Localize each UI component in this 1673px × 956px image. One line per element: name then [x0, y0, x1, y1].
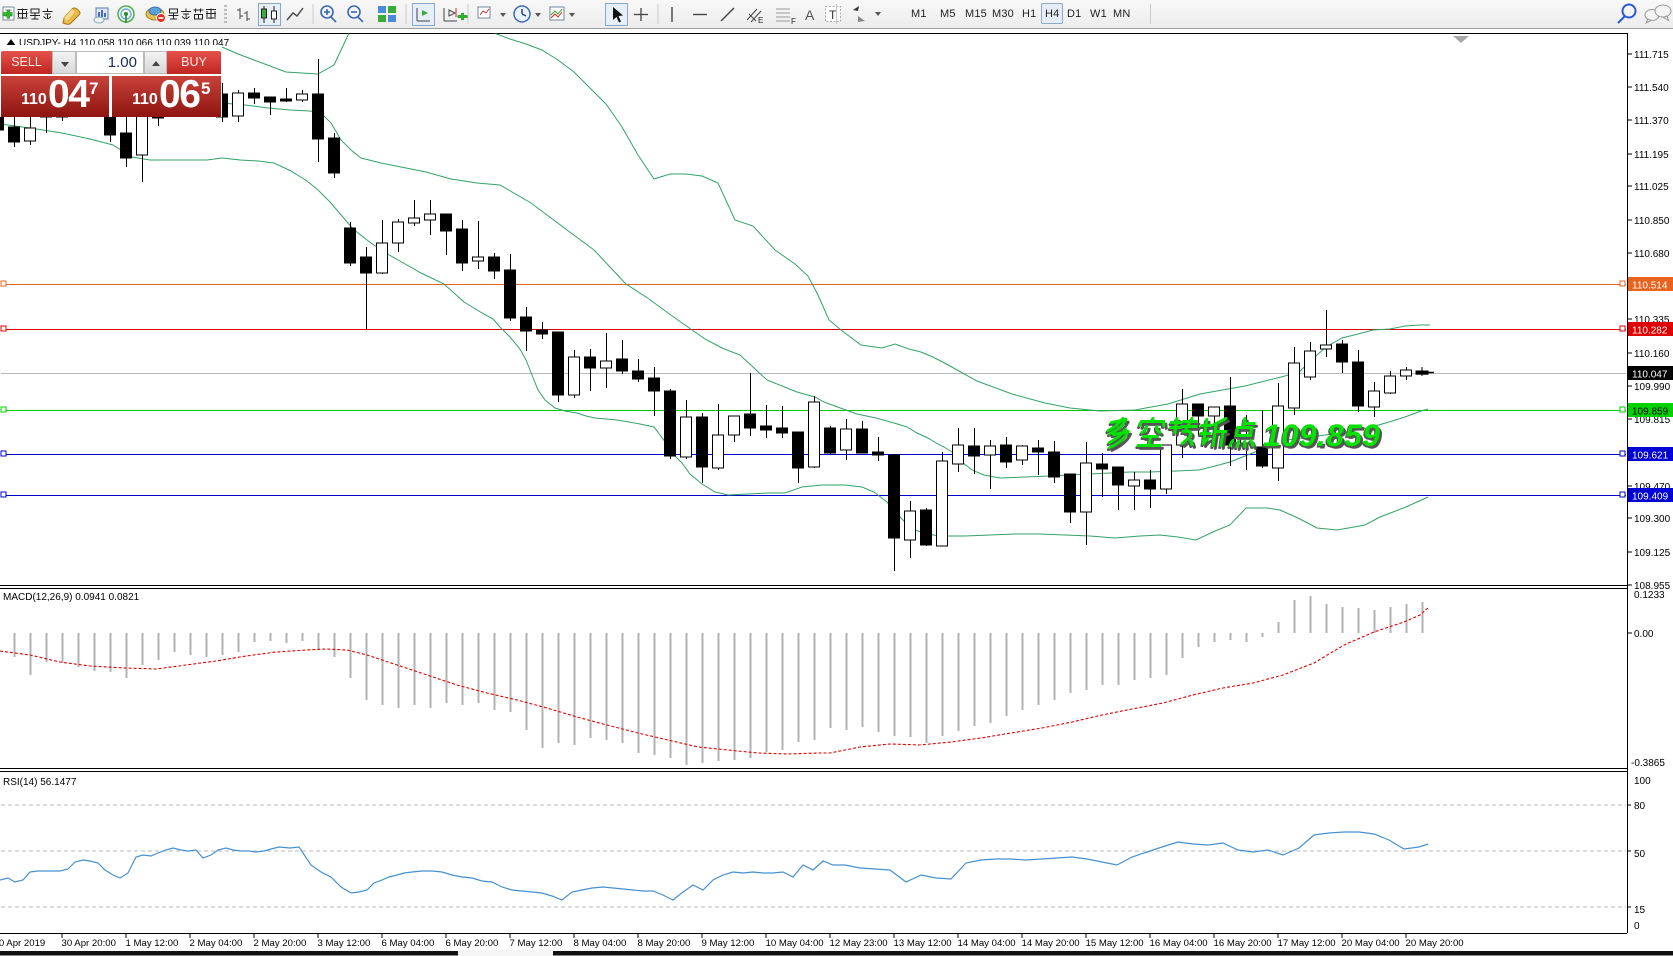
- svg-text:9 May 12:00: 9 May 12:00: [702, 938, 755, 949]
- svg-text:USDJPY-,H4 110.058 110.066 11: USDJPY-,H4 110.058 110.066 110.039 110.0…: [19, 38, 230, 49]
- svg-text:109.859: 109.859: [1262, 419, 1379, 455]
- svg-text:MACD(12,26,9) 0.0941 0.0821: MACD(12,26,9) 0.0941 0.0821: [3, 592, 140, 603]
- svg-text:109.470: 109.470: [1634, 482, 1671, 493]
- svg-text:1 May 12:00: 1 May 12:00: [126, 938, 179, 949]
- svg-text:T: T: [829, 8, 837, 22]
- svg-text:110.514: 110.514: [1632, 281, 1668, 292]
- svg-text:110.850: 110.850: [1634, 216, 1670, 227]
- svg-text:A: A: [805, 7, 815, 23]
- svg-text:109.409: 109.409: [1632, 492, 1669, 503]
- svg-text:17 May 12:00: 17 May 12:00: [1278, 938, 1336, 949]
- svg-text:80: 80: [1634, 801, 1646, 812]
- svg-text:14 May 04:00: 14 May 04:00: [958, 938, 1016, 949]
- svg-text:16 May 04:00: 16 May 04:00: [1150, 938, 1208, 949]
- svg-text:30 Apr 20:00: 30 Apr 20:00: [62, 938, 116, 949]
- svg-text:F: F: [791, 17, 796, 26]
- svg-text:109.990: 109.990: [1634, 382, 1671, 393]
- svg-text:30 Apr 2019: 30 Apr 2019: [0, 938, 45, 949]
- svg-text:109.125: 109.125: [1634, 548, 1671, 559]
- svg-text:110.680: 110.680: [1634, 249, 1670, 260]
- svg-text:-0.3865: -0.3865: [1631, 758, 1665, 769]
- svg-text:13 May 12:00: 13 May 12:00: [894, 938, 952, 949]
- svg-text:108.955: 108.955: [1634, 581, 1671, 592]
- svg-text:20 May 04:00: 20 May 04:00: [1342, 938, 1400, 949]
- svg-text:7 May 12:00: 7 May 12:00: [510, 938, 563, 949]
- svg-text:100: 100: [1634, 776, 1651, 787]
- svg-text:110.160: 110.160: [1634, 349, 1670, 360]
- svg-text:111.715: 111.715: [1634, 50, 1669, 61]
- svg-text:20 May 20:00: 20 May 20:00: [1406, 938, 1464, 949]
- svg-text:109.859: 109.859: [1263, 417, 1380, 453]
- svg-text:14 May 20:00: 14 May 20:00: [1022, 938, 1080, 949]
- svg-text:12 May 23:00: 12 May 23:00: [830, 938, 888, 949]
- svg-text:2 May 04:00: 2 May 04:00: [190, 938, 243, 949]
- svg-text:110.335: 110.335: [1634, 315, 1670, 326]
- svg-text:16 May 20:00: 16 May 20:00: [1214, 938, 1272, 949]
- svg-text:0: 0: [1634, 921, 1640, 932]
- svg-text:3 May 12:00: 3 May 12:00: [318, 938, 371, 949]
- svg-text:0.00: 0.00: [1634, 629, 1654, 640]
- svg-text:109.859: 109.859: [1632, 407, 1669, 418]
- svg-text:109.859: 109.859: [1265, 419, 1382, 455]
- svg-text:111.025: 111.025: [1634, 182, 1669, 193]
- svg-text:2 May 20:00: 2 May 20:00: [254, 938, 307, 949]
- svg-text:15 May 12:00: 15 May 12:00: [1086, 938, 1144, 949]
- svg-text:110.282: 110.282: [1632, 326, 1668, 337]
- svg-text:RSI(14) 56.1477: RSI(14) 56.1477: [3, 777, 77, 788]
- svg-text:8 May 20:00: 8 May 20:00: [638, 938, 691, 949]
- svg-text:8 May 04:00: 8 May 04:00: [574, 938, 627, 949]
- svg-text:109.621: 109.621: [1632, 451, 1669, 462]
- svg-text:111.195: 111.195: [1634, 150, 1669, 161]
- svg-text:15: 15: [1634, 905, 1646, 916]
- svg-text:6 May 04:00: 6 May 04:00: [382, 938, 435, 949]
- svg-text:6 May 20:00: 6 May 20:00: [446, 938, 499, 949]
- svg-text:E: E: [758, 16, 763, 25]
- svg-text:50: 50: [1634, 849, 1646, 860]
- svg-text:109.300: 109.300: [1634, 514, 1671, 525]
- svg-text:0.1233: 0.1233: [1634, 590, 1665, 601]
- svg-text:110.047: 110.047: [1632, 370, 1668, 381]
- svg-text:111.540: 111.540: [1634, 83, 1669, 94]
- svg-text:111.370: 111.370: [1634, 116, 1669, 127]
- svg-text:109.815: 109.815: [1634, 415, 1671, 426]
- svg-text:10 May 04:00: 10 May 04:00: [766, 938, 824, 949]
